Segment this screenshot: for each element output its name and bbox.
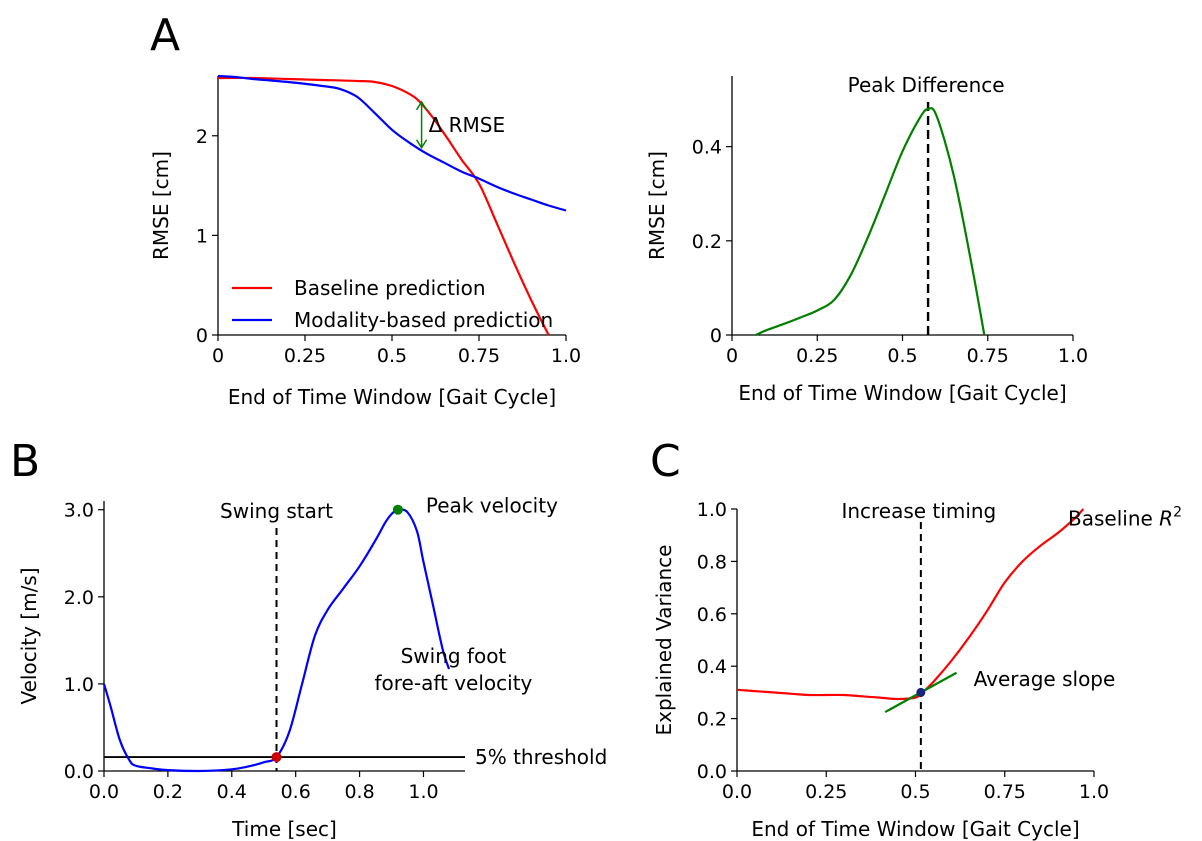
series-line-0 <box>102 508 451 773</box>
x-tick-label: 0.75 <box>984 781 1026 803</box>
panel-letter-a: A <box>150 10 180 61</box>
y-tick-label: 0.4 <box>697 656 727 678</box>
marker-1 <box>392 504 403 515</box>
baseline-r2-superscript: 2 <box>1173 505 1182 521</box>
y-tick-label: 1.0 <box>697 499 727 521</box>
swing-start-label: Swing start <box>220 499 333 523</box>
marker-0 <box>271 752 282 763</box>
x-axis-label: End of Time Window [Gait Cycle] <box>738 381 1066 405</box>
y-tick-label: 2 <box>196 126 208 148</box>
delta-arrow-head-up <box>415 100 428 111</box>
y-tick-label: 0.8 <box>697 551 727 573</box>
baseline-r2-symbol: R <box>1159 507 1173 531</box>
panel-letter-b: B <box>10 436 40 487</box>
x-tick-label: 0.75 <box>458 345 500 367</box>
x-axis-label: End of Time Window [Gait Cycle] <box>751 817 1079 841</box>
legend-label-0: Baseline prediction <box>294 276 486 300</box>
y-tick-label: 0.0 <box>697 761 727 783</box>
series-line-1 <box>217 74 567 212</box>
x-tick-label: 0.4 <box>217 781 247 803</box>
y-tick-label: 0 <box>710 325 722 347</box>
series-label-line-1: fore-aft velocity <box>374 671 532 695</box>
delta-arrow-head-down <box>415 139 428 150</box>
y-tick-label: 3.0 <box>64 500 94 522</box>
x-tick-label: 1.0 <box>551 345 581 367</box>
series-line-0 <box>217 76 550 336</box>
x-tick-label: 0.0 <box>89 781 119 803</box>
x-tick-label: 0.5 <box>900 781 930 803</box>
x-tick-label: 0.5 <box>887 345 917 367</box>
y-tick-label: 1 <box>196 225 208 247</box>
y-axis-label: Velocity [m/s] <box>17 567 41 704</box>
x-axis-label: Time [sec] <box>231 817 337 841</box>
y-tick-label: 2.0 <box>64 587 94 609</box>
chart-rmse-comparison: 0 0.25 0.5 0.75 1.0 0 1 2 End of Time Window [Ga… <box>149 74 581 409</box>
x-tick-label: 1.0 <box>1079 781 1109 803</box>
x-tick-label: 0.25 <box>796 345 838 367</box>
peak-difference-label: Peak Difference <box>848 73 1005 97</box>
y-tick-label: 0.4 <box>692 137 722 159</box>
x-tick-label: 0.2 <box>153 781 183 803</box>
x-tick-label: 0 <box>726 345 738 367</box>
legend-label-1: Modality-based prediction <box>294 308 553 332</box>
y-tick-label: 0.2 <box>697 709 727 731</box>
increase-timing-label: Increase timing <box>841 499 996 523</box>
average-slope-label: Average slope <box>974 667 1116 691</box>
threshold-label: 5% threshold <box>475 745 607 769</box>
x-tick-label: 0.25 <box>805 781 847 803</box>
marker-0 <box>916 687 926 697</box>
y-axis-label: RMSE [cm] <box>149 151 173 260</box>
y-tick-label: 0.0 <box>64 761 94 783</box>
x-tick-label: 0.6 <box>281 781 311 803</box>
baseline-r2-label: Baseline R2 <box>1068 505 1182 531</box>
y-tick-label: 0 <box>196 325 208 347</box>
y-axis-label: RMSE [cm] <box>645 151 669 260</box>
series-label-line-0: Swing foot <box>401 644 507 668</box>
chart-rmse-difference: 0 0.25 0.5 0.75 1.0 0 0.2 0.4 End of Time Window… <box>645 73 1088 405</box>
series-line-0 <box>755 107 986 336</box>
peak-velocity-label: Peak velocity <box>426 494 558 518</box>
x-tick-label: 1.0 <box>408 781 438 803</box>
y-tick-label: 0.6 <box>697 604 727 626</box>
x-axis-label: End of Time Window [Gait Cycle] <box>228 385 556 409</box>
x-tick-label: 0.0 <box>722 781 752 803</box>
panel-letter-c: C <box>650 436 681 487</box>
x-tick-label: 0.5 <box>377 345 407 367</box>
y-tick-label: 0.2 <box>692 231 722 253</box>
chart-swing-velocity: 0.0 0.2 0.4 0.6 0.8 1.0 0.0 1.0 2.0 3.0 Time [sec]… <box>17 494 607 841</box>
x-tick-label: 0.25 <box>284 345 326 367</box>
x-tick-label: 1.0 <box>1058 345 1088 367</box>
delta-rmse-label: Δ RMSE <box>429 113 506 137</box>
y-axis-label: Explained Variance <box>652 545 676 736</box>
x-tick-label: 0.75 <box>967 345 1009 367</box>
y-tick-label: 1.0 <box>64 674 94 696</box>
x-tick-label: 0.8 <box>344 781 374 803</box>
x-tick-label: 0 <box>212 345 224 367</box>
